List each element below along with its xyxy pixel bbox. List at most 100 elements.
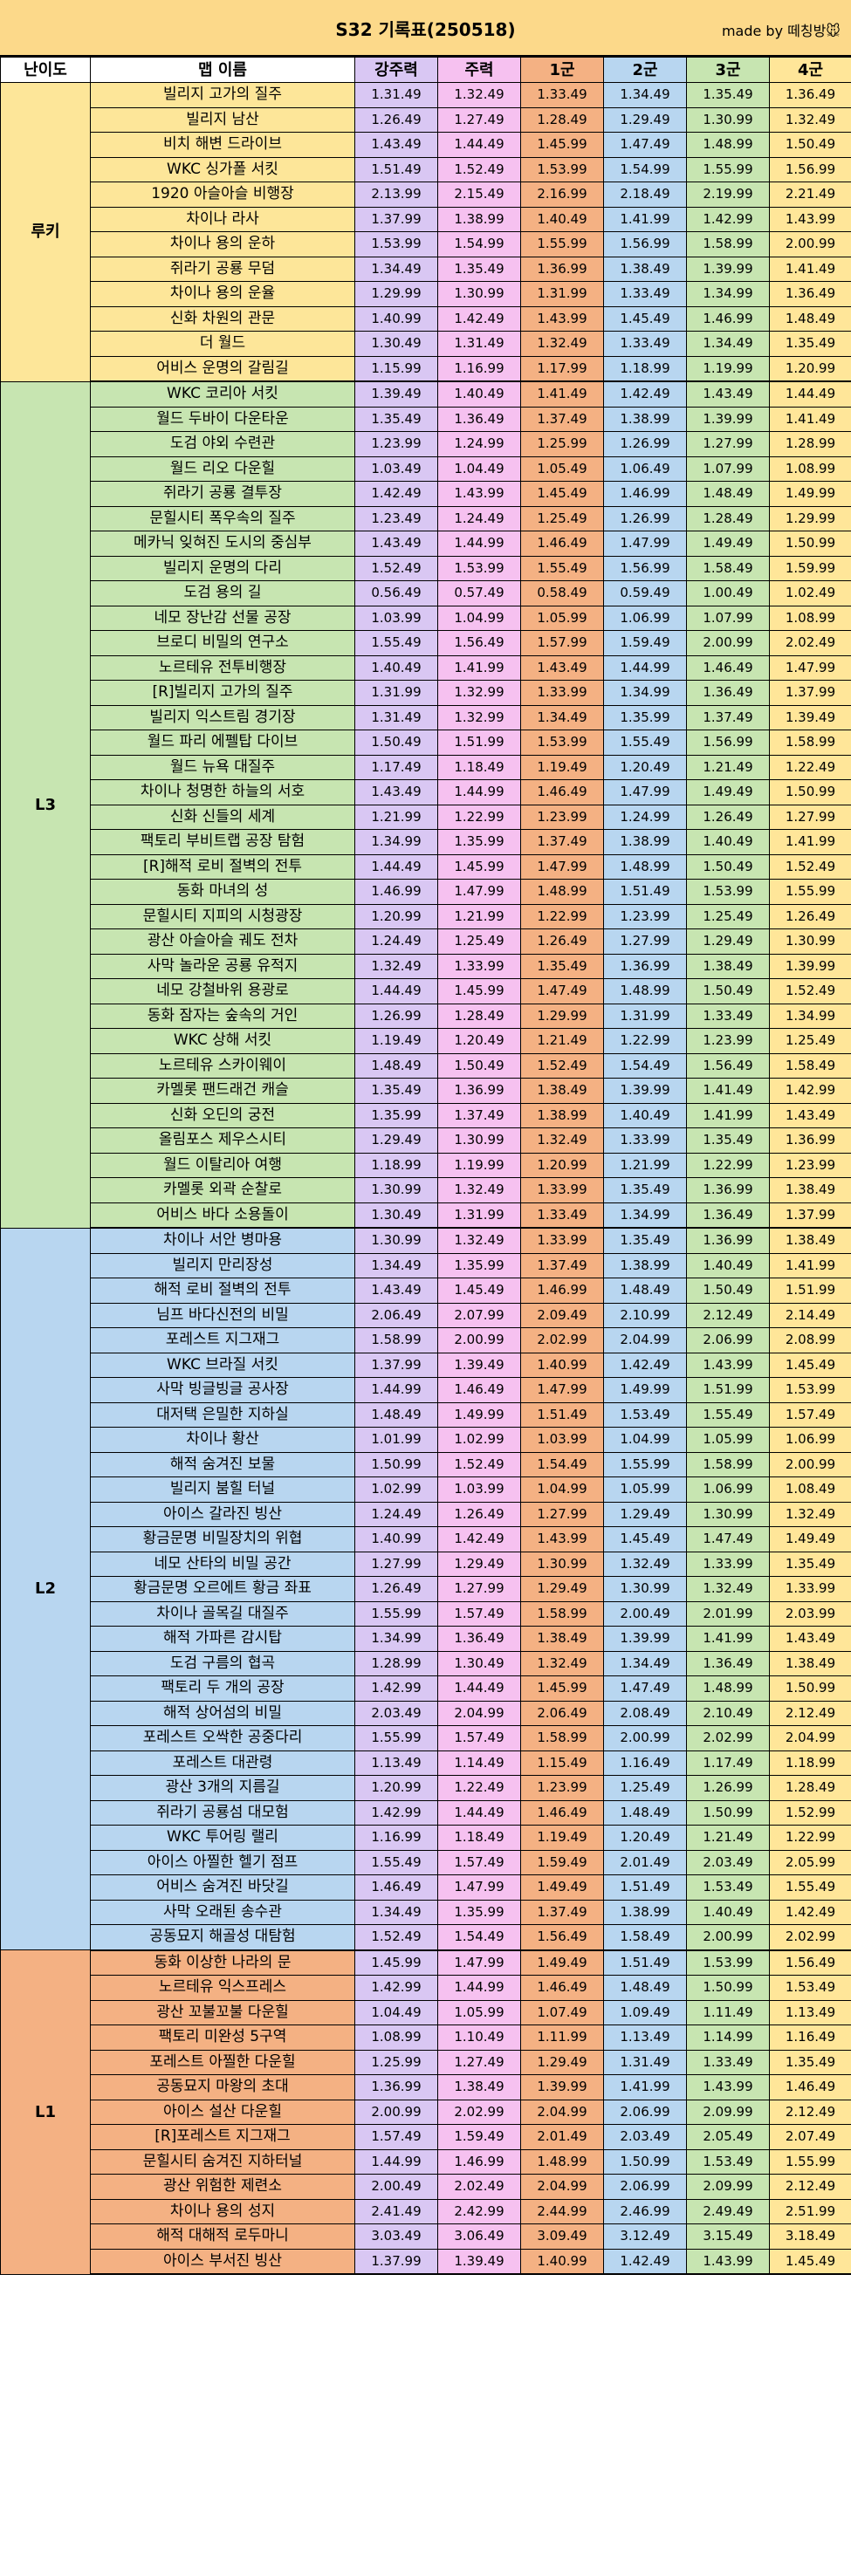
map-name-cell: 차이나 용의 운하 [90, 231, 355, 257]
col-header-main: 주력 [437, 57, 521, 83]
tier2-time-cell: 1.20.49 [603, 754, 687, 780]
tier3-time-cell: 1.55.49 [686, 1401, 770, 1428]
table-row: WKC 투어링 랠리 1.16.99 1.18.49 1.19.49 1.20.49 1.… [1, 1825, 851, 1851]
table-row: 빌리지 운명의 다리 1.52.49 1.53.99 1.55.49 1.56.99 1.… [1, 555, 851, 581]
tier4-time-cell: 1.22.49 [769, 754, 851, 780]
tier1-time-cell: 1.40.49 [520, 206, 604, 232]
tier3-time-cell: 2.19.99 [686, 182, 770, 208]
main-time-cell: 1.50.49 [437, 1052, 521, 1079]
main-time-cell: 1.56.49 [437, 630, 521, 656]
table-row: 빌리지 붐힐 터널 1.02.99 1.03.99 1.04.99 1.05.99 1.0… [1, 1476, 851, 1503]
table-row: 문힐시티 지피의 시청광장 1.20.99 1.21.99 1.22.99 1.23.9… [1, 903, 851, 929]
strong-time-cell: 1.30.99 [354, 1227, 438, 1254]
main-time-cell: 1.49.99 [437, 1401, 521, 1428]
strong-time-cell: 1.23.99 [354, 431, 438, 457]
strong-time-cell: 1.08.99 [354, 2024, 438, 2051]
main-time-cell: 2.07.99 [437, 1302, 521, 1328]
tier3-time-cell: 1.50.49 [686, 853, 770, 880]
map-name-cell: 광산 위험한 제련소 [90, 2174, 355, 2200]
header-row: 난이도 맵 이름 강주력 주력 1군 2군 3군 4군 [0, 57, 851, 83]
main-time-cell: 1.45.49 [437, 1278, 521, 1304]
table-row: 해적 대해적 로두마니 3.03.49 3.06.49 3.09.49 3.12.49 3… [1, 2223, 851, 2250]
tier2-time-cell: 2.08.49 [603, 1700, 687, 1726]
level-cell: L3 [0, 380, 91, 1229]
tier3-time-cell: 1.36.49 [686, 1650, 770, 1676]
tier4-time-cell: 1.50.49 [769, 132, 851, 158]
tier2-time-cell: 1.18.99 [603, 355, 687, 382]
tier3-time-cell: 1.35.49 [686, 82, 770, 108]
tier4-time-cell: 2.05.99 [769, 1849, 851, 1875]
tier2-time-cell: 2.10.99 [603, 1302, 687, 1328]
level-cell: L2 [0, 1227, 91, 1950]
table-row: 차이나 청명한 하늘의 서호 1.43.49 1.44.99 1.46.49 1.47.… [1, 779, 851, 805]
main-time-cell: 1.46.99 [437, 2148, 521, 2175]
table-row: 월드 파리 에펠탑 다이브 1.50.49 1.51.99 1.53.99 1.55.4… [1, 730, 851, 756]
tier4-time-cell: 1.59.99 [769, 555, 851, 581]
strong-time-cell: 1.29.99 [354, 281, 438, 307]
tier4-time-cell: 1.50.99 [769, 779, 851, 805]
table-row: 빌리지 만리장성 1.34.49 1.35.99 1.37.49 1.38.99 1.40… [1, 1252, 851, 1278]
main-time-cell: 1.45.99 [437, 978, 521, 1004]
tier2-time-cell: 1.48.99 [603, 978, 687, 1004]
tier1-time-cell: 1.57.99 [520, 630, 604, 656]
tier2-time-cell: 1.38.99 [603, 1899, 687, 1925]
map-name-cell: 차이나 라사 [90, 206, 355, 232]
main-time-cell: 1.47.99 [437, 879, 521, 905]
tier2-time-cell: 1.59.49 [603, 630, 687, 656]
tier2-time-cell: 1.50.99 [603, 2148, 687, 2175]
strong-time-cell: 1.48.49 [354, 1401, 438, 1428]
tier1-time-cell: 1.45.49 [520, 481, 604, 507]
tier3-time-cell: 1.49.49 [686, 531, 770, 557]
tier2-time-cell: 1.35.99 [603, 704, 687, 730]
strong-time-cell: 1.32.49 [354, 953, 438, 979]
tier1-time-cell: 1.30.99 [520, 1551, 604, 1577]
tier4-time-cell: 1.43.49 [769, 1102, 851, 1128]
tier4-time-cell: 1.30.99 [769, 928, 851, 955]
tier4-time-cell: 1.08.99 [769, 456, 851, 482]
main-time-cell: 1.18.49 [437, 754, 521, 780]
strong-time-cell: 1.13.49 [354, 1750, 438, 1776]
strong-time-cell: 1.29.49 [354, 1127, 438, 1154]
tier2-time-cell: 1.47.49 [603, 1675, 687, 1702]
tier4-time-cell: 2.12.49 [769, 2099, 851, 2125]
col-header-strong: 강주력 [354, 57, 438, 83]
table-row: 루키 빌리지 고가의 질주 1.31.49 1.32.49 1.33.49 1.34.49… [0, 82, 851, 382]
map-name-cell: 카멜롯 팬드래건 캐슬 [90, 1078, 355, 1104]
main-time-cell: 2.04.99 [437, 1700, 521, 1726]
strong-time-cell: 1.42.99 [354, 1675, 438, 1702]
strong-time-cell: 1.16.99 [354, 1825, 438, 1851]
tier3-time-cell: 2.03.49 [686, 1849, 770, 1875]
tier1-time-cell: 1.59.49 [520, 1849, 604, 1875]
tier4-time-cell: 1.29.99 [769, 505, 851, 531]
strong-time-cell: 1.31.49 [354, 704, 438, 730]
main-time-cell: 1.22.99 [437, 804, 521, 830]
main-time-cell: 2.02.99 [437, 2099, 521, 2125]
tier1-time-cell: 1.51.49 [520, 1401, 604, 1428]
strong-time-cell: 1.52.49 [354, 1924, 438, 1951]
tier1-time-cell: 1.40.99 [520, 2248, 604, 2275]
map-name-cell: [R]해적 로비 절벽의 전투 [90, 853, 355, 880]
tier3-time-cell: 1.43.49 [686, 380, 770, 408]
strong-time-cell: 1.02.99 [354, 1476, 438, 1503]
map-name-cell: 황금문명 비밀장치의 위협 [90, 1526, 355, 1552]
table-row: 아이스 아찔한 헬기 점프 1.55.49 1.57.49 1.59.49 2.01.4… [1, 1849, 851, 1875]
tier1-time-cell: 1.47.99 [520, 853, 604, 880]
tier3-time-cell: 1.58.99 [686, 1451, 770, 1477]
strong-time-cell: 2.00.49 [354, 2174, 438, 2200]
tier1-time-cell: 1.28.49 [520, 106, 604, 133]
map-name-cell: 차이나 황산 [90, 1427, 355, 1453]
tier2-time-cell: 1.35.49 [603, 1177, 687, 1203]
tier2-time-cell: 2.00.99 [603, 1725, 687, 1751]
main-time-cell: 1.57.49 [437, 1849, 521, 1875]
tier3-time-cell: 1.36.49 [686, 1202, 770, 1229]
tier2-time-cell: 1.46.99 [603, 481, 687, 507]
tier3-time-cell: 1.34.49 [686, 331, 770, 357]
main-time-cell: 2.42.99 [437, 2198, 521, 2224]
tier3-time-cell: 1.48.99 [686, 132, 770, 158]
main-time-cell: 1.18.49 [437, 1825, 521, 1851]
map-name-cell: 차이나 서안 병마용 [90, 1227, 355, 1254]
main-time-cell: 1.33.99 [437, 953, 521, 979]
tier2-time-cell: 1.41.99 [603, 206, 687, 232]
tier4-time-cell: 1.42.99 [769, 1078, 851, 1104]
tier3-time-cell: 1.21.49 [686, 754, 770, 780]
